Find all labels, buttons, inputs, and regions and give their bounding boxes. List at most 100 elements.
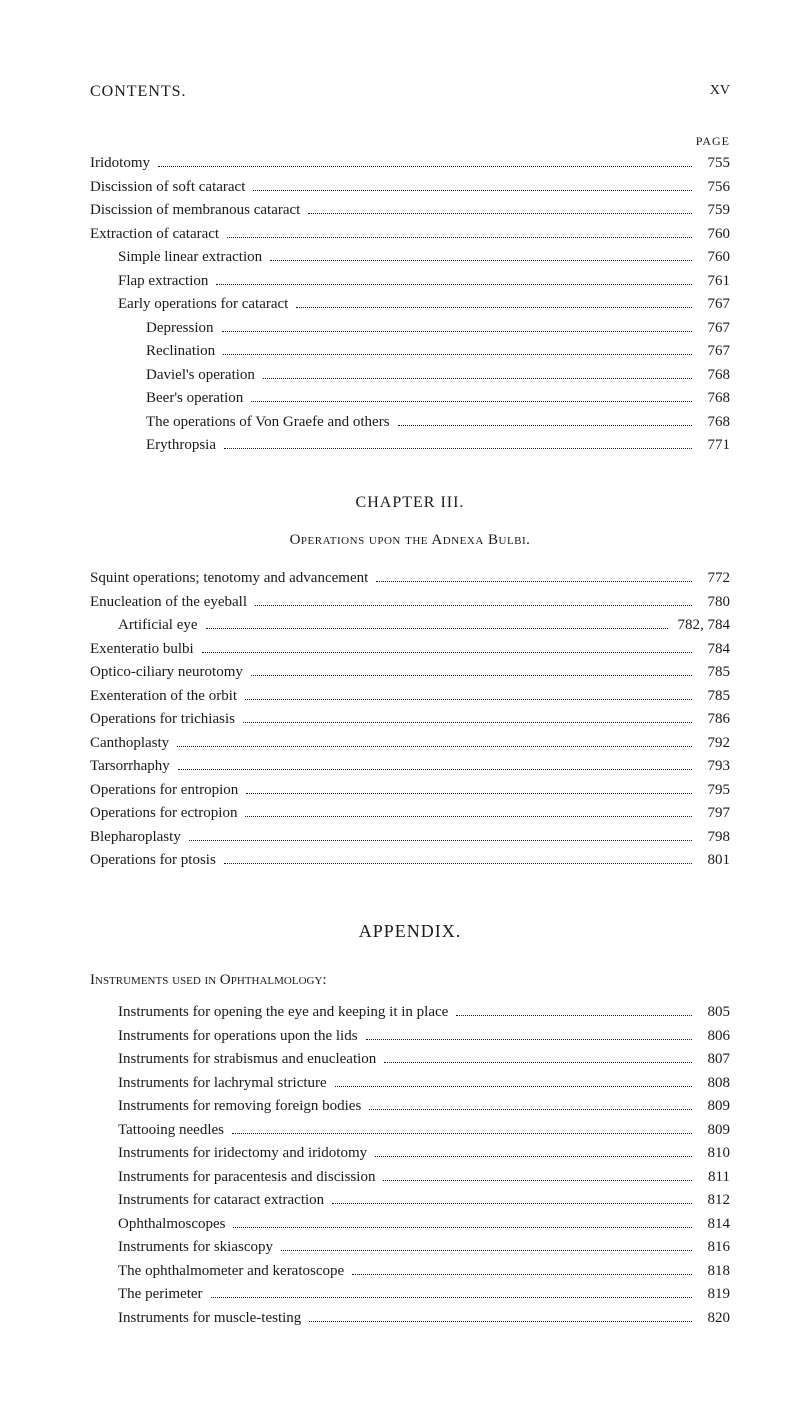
leader-dots: [251, 390, 692, 402]
header-title: CONTENTS.: [90, 80, 187, 104]
toc-page: 767: [696, 317, 730, 340]
leader-dots: [270, 249, 692, 261]
leader-dots: [251, 664, 692, 676]
toc-label: Artificial eye: [90, 614, 202, 637]
toc-line: Beer's operation768: [90, 387, 730, 410]
toc-label: The ophthalmometer and keratoscope: [90, 1260, 348, 1283]
toc-page: 812: [696, 1189, 730, 1212]
leader-dots: [227, 226, 692, 238]
toc-page: 780: [696, 591, 730, 614]
toc-page: 793: [696, 755, 730, 778]
toc-line: Instruments for operations upon the lids…: [90, 1025, 730, 1048]
leader-dots: [216, 273, 692, 285]
leader-dots: [253, 179, 692, 191]
toc-line: Optico-ciliary neurotomy785: [90, 661, 730, 684]
toc-line: Instruments for cataract extraction 812: [90, 1189, 730, 1212]
toc-line: Discission of membranous cataract759: [90, 199, 730, 222]
toc-page: 768: [696, 364, 730, 387]
toc-line: Ophthalmoscopes 814: [90, 1213, 730, 1236]
section-chapter3: Squint operations; tenotomy and advancem…: [90, 567, 730, 872]
leader-dots: [263, 367, 692, 379]
leader-dots: [376, 570, 692, 582]
toc-line: Iridotomy755: [90, 152, 730, 175]
leader-dots: [158, 155, 692, 167]
toc-label: Instruments for skiascopy: [90, 1236, 277, 1259]
toc-line: Canthoplasty792: [90, 732, 730, 755]
toc-label: Canthoplasty: [90, 732, 173, 755]
toc-page: 768: [696, 387, 730, 410]
toc-page: 814: [696, 1213, 730, 1236]
leader-dots: [309, 1310, 692, 1322]
leader-dots: [369, 1098, 692, 1110]
toc-label: Early operations for cataract: [90, 293, 292, 316]
toc-label: Operations for ectropion: [90, 802, 241, 825]
toc-page: 798: [696, 826, 730, 849]
toc-page: 809: [696, 1095, 730, 1118]
leader-dots: [222, 320, 693, 332]
toc-label: Flap extraction: [90, 270, 212, 293]
toc-label: Instruments for paracentesis and disciss…: [90, 1166, 379, 1189]
toc-label: Simple linear extraction: [90, 246, 266, 269]
toc-line: Instruments for skiascopy816: [90, 1236, 730, 1259]
toc-label: Ophthalmoscopes: [90, 1213, 229, 1236]
leader-dots: [224, 852, 692, 864]
toc-label: Exenteration of the orbit: [90, 685, 241, 708]
toc-line: Exenteration of the orbit785: [90, 685, 730, 708]
toc-label: Instruments for lachrymal stricture: [90, 1072, 331, 1095]
toc-label: Discission of soft cataract: [90, 176, 249, 199]
toc-line: Flap extraction 761: [90, 270, 730, 293]
toc-label: Operations for entropion: [90, 779, 242, 802]
toc-label: Instruments for iridectomy and iridotomy: [90, 1142, 371, 1165]
leader-dots: [189, 829, 692, 841]
toc-label: Iridotomy: [90, 152, 154, 175]
toc-label: Enucleation of the eyeball: [90, 591, 251, 614]
leader-dots: [255, 594, 692, 606]
toc-line: Instruments for iridectomy and iridotomy…: [90, 1142, 730, 1165]
toc-line: Reclination767: [90, 340, 730, 363]
toc-label: Daviel's operation: [90, 364, 259, 387]
toc-line: Instruments for muscle-testing820: [90, 1307, 730, 1330]
leader-dots: [232, 1122, 692, 1134]
toc-line: Squint operations; tenotomy and advancem…: [90, 567, 730, 590]
toc-page: 771: [696, 434, 730, 457]
toc-label: Operations for trichiasis: [90, 708, 239, 731]
leader-dots: [246, 782, 692, 794]
leader-dots: [332, 1192, 692, 1204]
toc-label: Tarsorrhaphy: [90, 755, 174, 778]
toc-line: Depression 767: [90, 317, 730, 340]
leader-dots: [335, 1075, 692, 1087]
toc-label: Instruments for cataract extraction: [90, 1189, 328, 1212]
toc-label: Depression: [90, 317, 218, 340]
toc-page: 761: [696, 270, 730, 293]
leader-dots: [243, 711, 692, 723]
header-row: CONTENTS. XV: [90, 80, 730, 104]
leader-dots: [308, 202, 692, 214]
toc-label: The operations of Von Graefe and others: [90, 411, 394, 434]
toc-page: 784: [696, 638, 730, 661]
toc-label: Reclination: [90, 340, 219, 363]
appendix-heading: APPENDIX.: [90, 918, 730, 945]
toc-line: Erythropsia771: [90, 434, 730, 457]
toc-line: Exenteratio bulbi784: [90, 638, 730, 661]
appendix-section-heading: Instruments used in Ophthalmology:: [90, 969, 730, 992]
toc-line: Operations for trichiasis786: [90, 708, 730, 731]
leader-dots: [398, 414, 692, 426]
toc-page: 772: [696, 567, 730, 590]
leader-dots: [206, 617, 668, 629]
toc-page: 797: [696, 802, 730, 825]
toc-line: Discission of soft cataract756: [90, 176, 730, 199]
leader-dots: [384, 1051, 692, 1063]
toc-line: Instruments for lachrymal stricture 808: [90, 1072, 730, 1095]
toc-line: Tattooing needles809: [90, 1119, 730, 1142]
toc-page: 808: [696, 1072, 730, 1095]
toc-line: Enucleation of the eyeball 780: [90, 591, 730, 614]
leader-dots: [233, 1216, 692, 1228]
chapter-subheading: Operations upon the Adnexa Bulbi.: [90, 529, 730, 552]
toc-label: Extraction of cataract: [90, 223, 223, 246]
toc-line: Daviel's operation 768: [90, 364, 730, 387]
toc-page: 820: [696, 1307, 730, 1330]
toc-line: Artificial eye782, 784: [90, 614, 730, 637]
toc-page: 760: [696, 246, 730, 269]
toc-page: 811: [696, 1166, 730, 1189]
toc-line: Operations for entropion795: [90, 779, 730, 802]
